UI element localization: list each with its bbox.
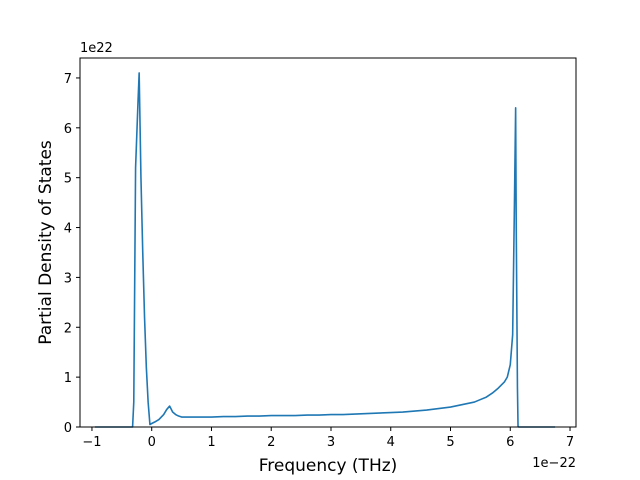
x-tick-label: −1 <box>82 435 101 450</box>
y-tick-label: 6 <box>64 122 72 137</box>
y-tick-label: 4 <box>64 222 72 237</box>
plot-lines-group <box>94 72 556 428</box>
x-tick-label: 3 <box>327 435 335 450</box>
y-axis-ticks: 0 1 2 3 4 5 6 7 <box>64 72 80 436</box>
x-tick-label: 5 <box>446 435 454 450</box>
x-offset-text: 1e−22 <box>532 456 576 471</box>
y-tick-label: 0 <box>64 421 72 436</box>
x-axis-ticks: −1 0 1 2 3 4 5 6 7 <box>82 427 574 450</box>
y-tick-label: 3 <box>64 271 72 286</box>
y-tick-label: 2 <box>64 321 72 336</box>
x-tick-label: 1 <box>207 435 215 450</box>
x-tick-label: 0 <box>148 435 156 450</box>
y-tick-label: 5 <box>64 172 72 187</box>
y-tick-label: 7 <box>64 72 72 87</box>
x-tick-label: 2 <box>267 435 275 450</box>
x-tick-label: 4 <box>387 435 395 450</box>
x-tick-label: 6 <box>506 435 514 450</box>
x-tick-label: 7 <box>566 435 574 450</box>
y-offset-text: 1e22 <box>80 41 113 56</box>
y-tick-label: 1 <box>64 371 72 386</box>
y-axis-label: Partial Density of States <box>36 140 56 345</box>
series-line-0 <box>94 72 556 428</box>
x-axis-label: Frequency (THz) <box>259 456 398 476</box>
plot-frame <box>79 57 577 428</box>
